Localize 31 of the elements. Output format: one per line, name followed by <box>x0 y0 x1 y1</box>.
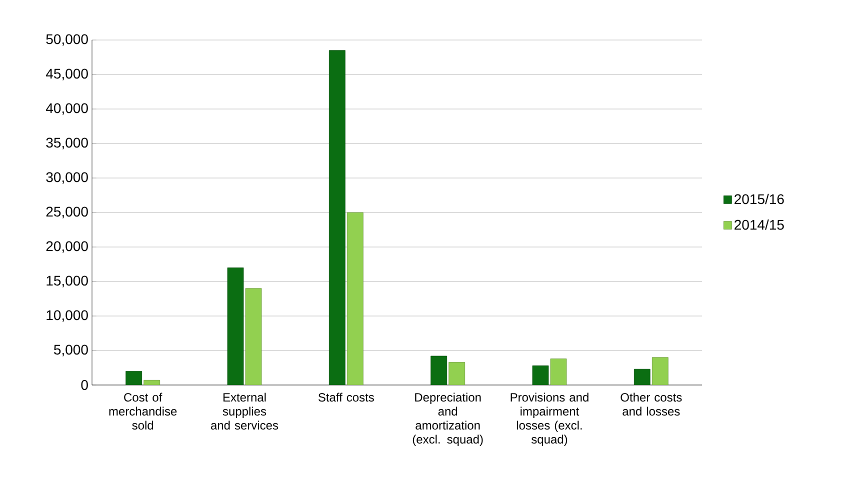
y-tick-label: 15,000 <box>46 276 88 288</box>
x-tick-label: Depreciation and amortization (excl. squad) <box>412 392 483 446</box>
bar <box>634 368 650 385</box>
bar <box>126 371 142 385</box>
bar <box>532 365 549 385</box>
x-tick-label: External supplies and services <box>210 392 278 430</box>
bar <box>227 268 244 385</box>
y-tick-label: 25,000 <box>46 206 88 218</box>
bar <box>346 212 364 385</box>
x-tick-label: Provisions and impairment losses (excl. squad) <box>510 392 588 446</box>
x-tick-label: Cost of merchandise sold <box>109 392 177 430</box>
bar <box>550 358 567 385</box>
y-tick-label: 35,000 <box>46 138 88 150</box>
bar <box>245 288 262 385</box>
y-tick-label: 10,000 <box>46 310 88 322</box>
legend-label: 2015/16 <box>734 194 784 204</box>
bar <box>328 50 346 385</box>
bar <box>652 357 668 385</box>
bar <box>448 362 466 385</box>
bar <box>430 356 448 385</box>
y-tick-label: 20,000 <box>46 241 88 253</box>
y-tick-label: 5,000 <box>54 344 88 356</box>
x-tick-label: Other costs and losses <box>620 392 682 416</box>
y-tick-label: 30,000 <box>46 172 88 184</box>
legend-label: 2014/15 <box>734 220 784 230</box>
y-tick-label: 0 <box>81 380 88 390</box>
y-tick-label: 45,000 <box>46 68 88 80</box>
y-tick-label: 50,000 <box>46 34 88 46</box>
y-tick-label: 40,000 <box>46 103 88 115</box>
x-tick-label: Staff costs <box>318 392 374 402</box>
bar <box>144 380 160 385</box>
